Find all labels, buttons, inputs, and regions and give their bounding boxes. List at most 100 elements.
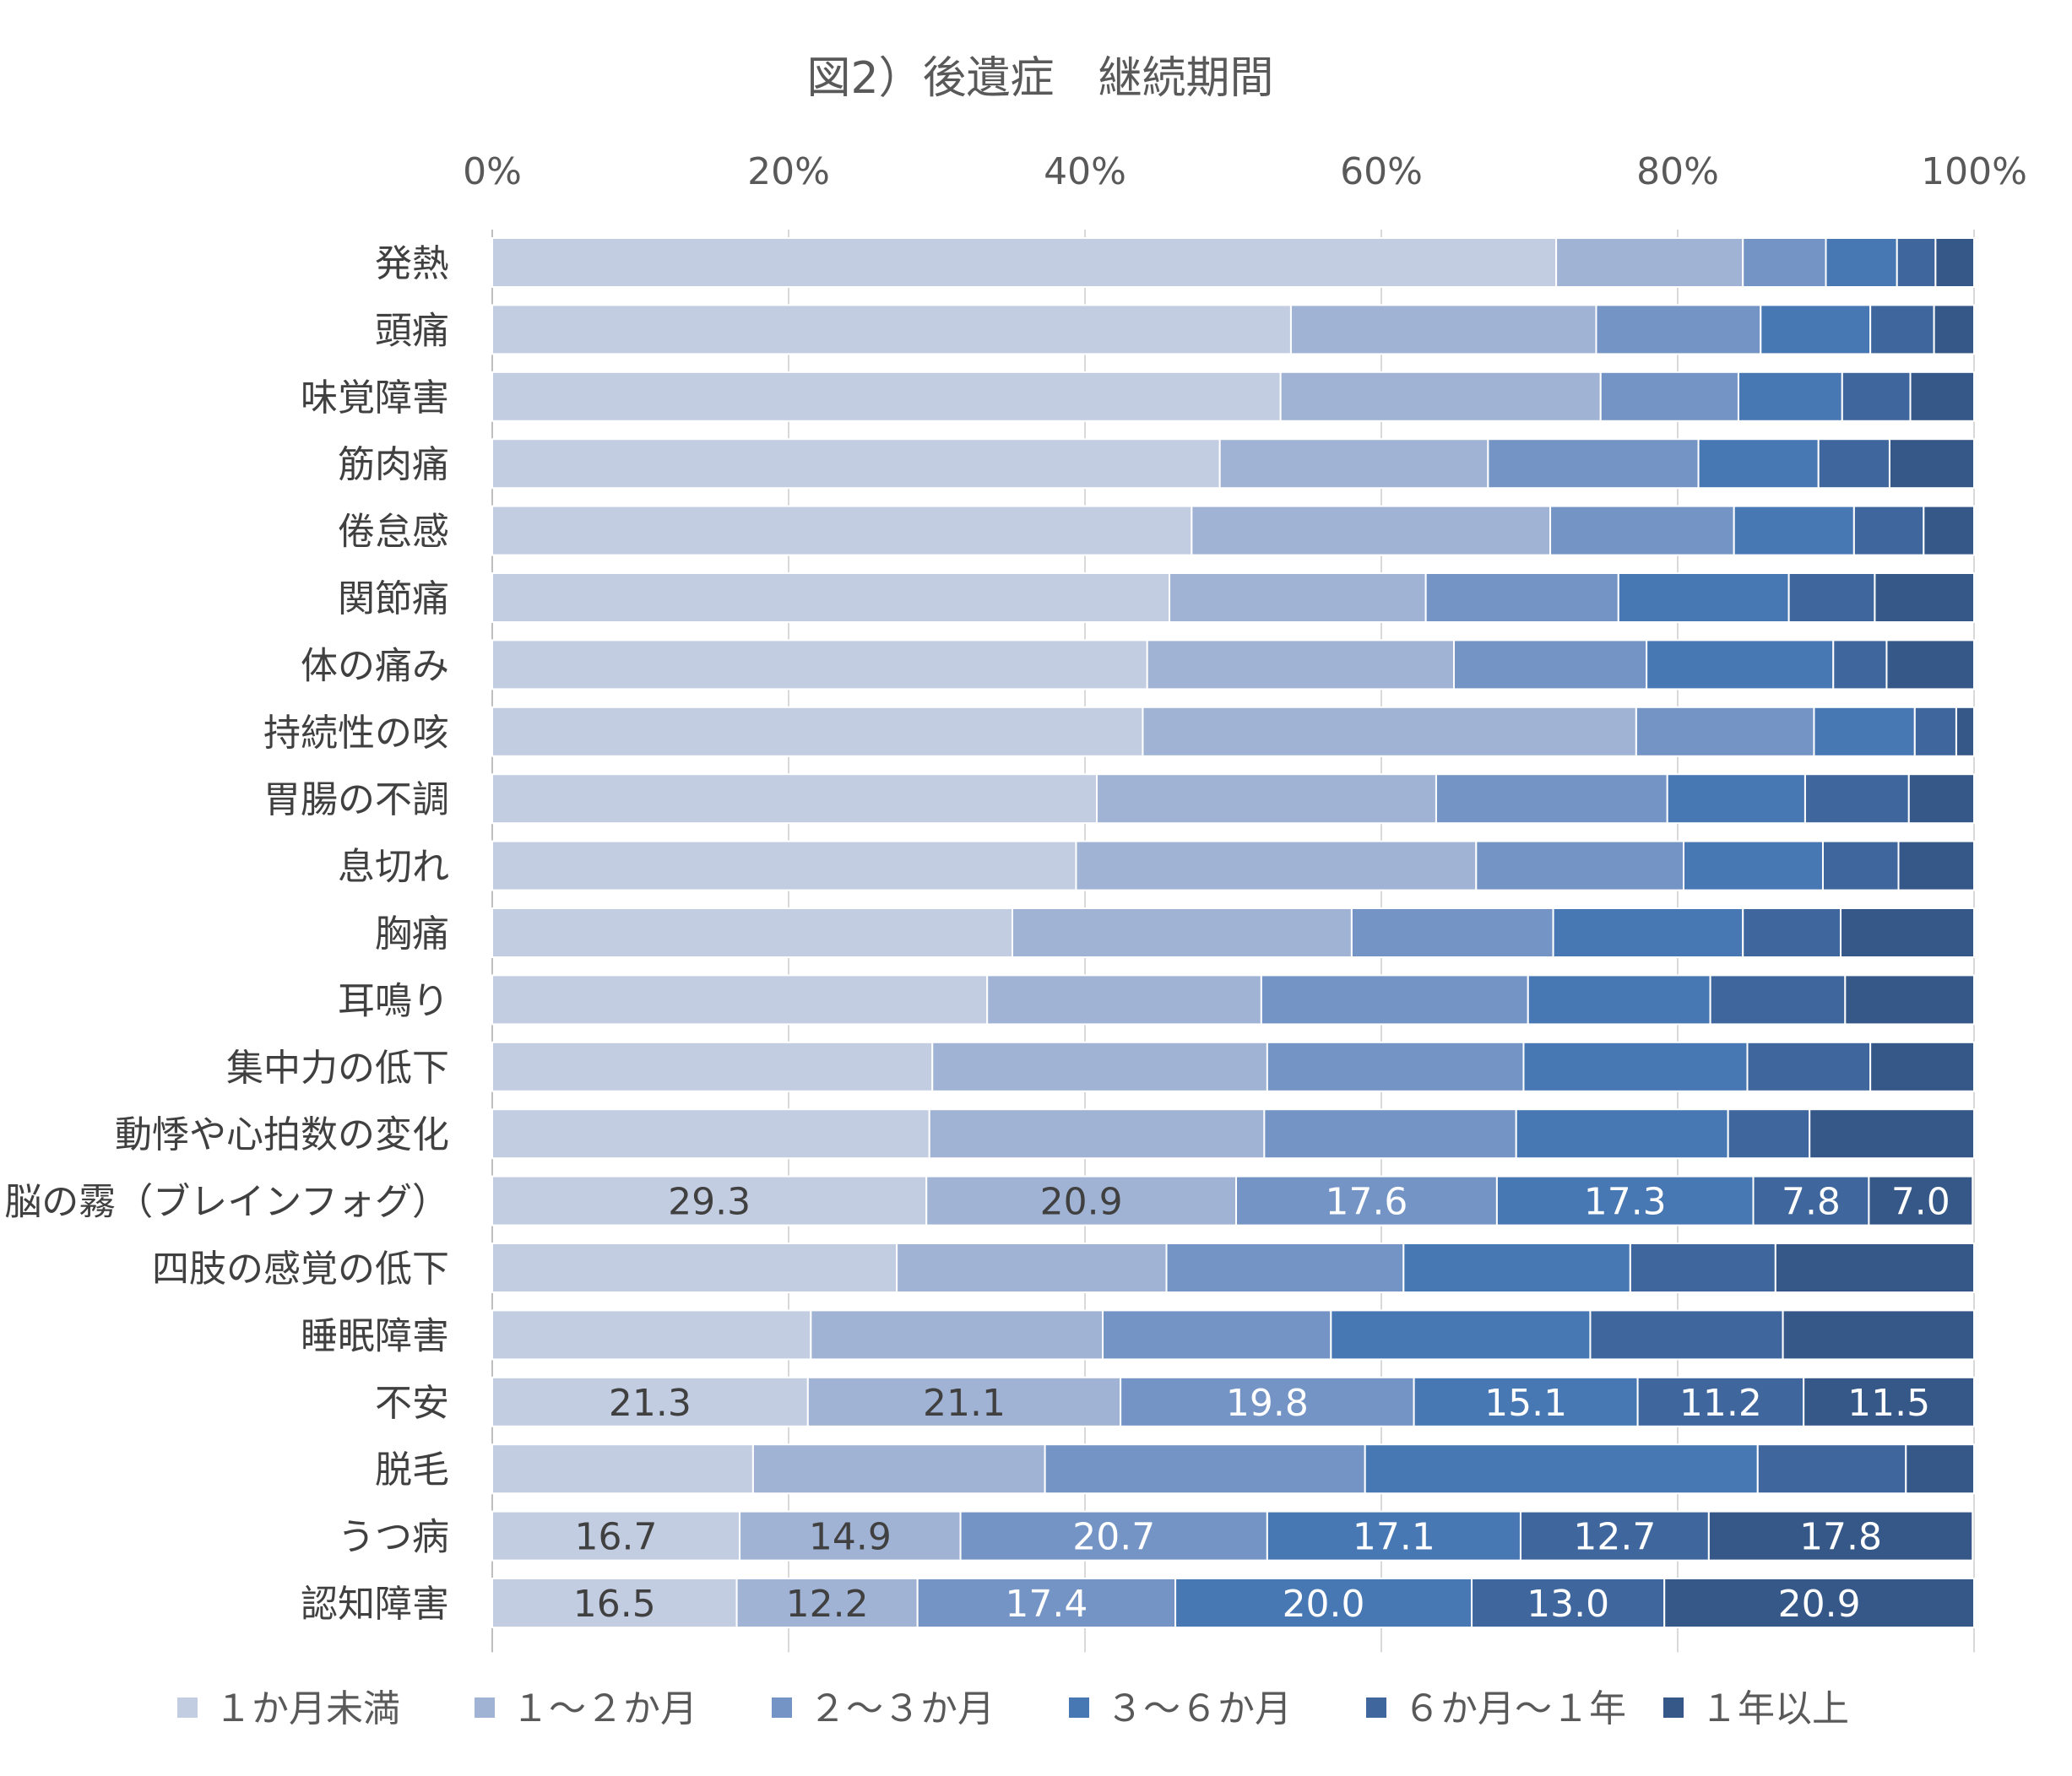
bar-segment [491, 1510, 741, 1562]
bar-segment [1923, 505, 1976, 556]
bar-segment [959, 1510, 1268, 1562]
bar-segment [1235, 1175, 1498, 1226]
bar-segment [1817, 438, 1890, 490]
bar-segment [1852, 505, 1925, 556]
legend-swatch [475, 1697, 495, 1718]
bar-segment [1896, 237, 1937, 288]
bar-segment [1174, 1578, 1473, 1628]
bar-segment [1756, 1443, 1907, 1495]
data-label: 17.8 [1799, 1516, 1882, 1559]
bar-segment [1617, 572, 1790, 623]
data-label: 14.9 [809, 1516, 892, 1559]
legend-label: １年以上 [1700, 1687, 1849, 1730]
bar-segment [1263, 1108, 1517, 1160]
bar-segment [491, 438, 1221, 490]
bar-segment [491, 1578, 738, 1628]
bar-segment [1787, 572, 1876, 623]
bar-segment [1522, 1041, 1749, 1092]
bar-segment [1096, 773, 1437, 825]
bar-segment [491, 1108, 930, 1160]
bar-segment [1142, 706, 1637, 757]
bar-segment [1841, 371, 1912, 422]
category-label: 体の痛み [301, 644, 449, 687]
category-label: 睡眠障害 [301, 1314, 449, 1357]
bar-segment [1813, 706, 1916, 757]
data-label: 17.6 [1325, 1181, 1408, 1224]
x-axis-ticks: 0% 20% 40% 60% 80% 100% [463, 150, 2027, 193]
bar-segment [986, 974, 1262, 1026]
bar-segment [1279, 371, 1602, 422]
data-label: 12.7 [1573, 1516, 1656, 1559]
category-label: 脳の霧（ブレインフォグ） [4, 1181, 449, 1224]
bar-segment [925, 1175, 1238, 1226]
bar-segment [1102, 1309, 1332, 1361]
bar-segment [491, 974, 989, 1026]
bar-segment [1888, 438, 1976, 490]
bar-segment [1549, 505, 1735, 556]
bar-segment [1555, 237, 1744, 288]
bar-segment [1840, 907, 1976, 958]
data-label: 17.3 [1584, 1181, 1667, 1224]
bar-segment [1907, 773, 1976, 825]
bar-segment [1646, 639, 1835, 690]
bar-segment [1752, 1175, 1870, 1226]
bar-segment [1595, 304, 1762, 355]
bar-segment [1424, 572, 1619, 623]
legend-label: ２～３か月 [809, 1687, 995, 1730]
bar-segment [1589, 1309, 1784, 1361]
data-label: 20.7 [1072, 1516, 1155, 1559]
category-label: 認知障害 [301, 1583, 449, 1626]
bar-segment [1803, 1376, 1976, 1427]
x-tick-label: 100% [1921, 150, 2027, 193]
bar-segment [1519, 1510, 1710, 1562]
data-label: 21.1 [923, 1382, 1006, 1425]
data-label: 29.3 [668, 1181, 751, 1224]
x-tick-label: 60% [1340, 150, 1423, 193]
x-tick-label: 20% [747, 150, 830, 193]
bar-segment [1663, 1578, 1975, 1628]
legend-swatch [1366, 1697, 1386, 1718]
data-label: 11.5 [1847, 1382, 1930, 1425]
bar-segment [1737, 371, 1843, 422]
category-label: うつ病 [338, 1516, 449, 1559]
bar-segment [1804, 773, 1910, 825]
bar-segment [1364, 1443, 1759, 1495]
bar-segment [1782, 1309, 1975, 1361]
data-label: 17.1 [1353, 1516, 1435, 1559]
bar-segment [1435, 773, 1668, 825]
chart-title: 図2）後遺症 継続期間 [806, 53, 1273, 104]
bar-segment [1120, 1376, 1415, 1427]
bar-segment [1905, 1443, 1976, 1495]
bar-segment [1844, 974, 1975, 1026]
bar-segment [928, 1108, 1266, 1160]
category-label: 脱毛 [375, 1448, 449, 1492]
category-label: 耳鳴り [338, 979, 449, 1022]
bar-segment [1742, 907, 1842, 958]
bar-segment [1821, 840, 1900, 891]
bar-segment [491, 840, 1077, 891]
bar-segment [1697, 438, 1820, 490]
data-label: 13.0 [1527, 1583, 1609, 1626]
data-label: 12.2 [786, 1583, 869, 1626]
bar-segment [1666, 773, 1806, 825]
bar-segment [1218, 438, 1489, 490]
x-tick-label: 40% [1044, 150, 1126, 193]
bar-segment [739, 1510, 962, 1562]
bar-segment [491, 1243, 898, 1293]
bar-segment [491, 1175, 928, 1226]
bar-segment [1885, 639, 1976, 690]
category-label: 筋肉痛 [338, 443, 449, 486]
bar-segment [1897, 840, 1976, 891]
bar-segment [1075, 840, 1478, 891]
legend-label: １～２か月 [512, 1687, 697, 1730]
data-label: 16.5 [573, 1583, 656, 1626]
bar-segment [1933, 304, 1975, 355]
bar-segment [491, 572, 1171, 623]
bar-segment [1934, 237, 1976, 288]
bar-segment [1165, 1243, 1405, 1293]
bar-segment [1475, 840, 1685, 891]
data-label: 21.3 [609, 1382, 692, 1425]
category-label: 不安 [375, 1382, 449, 1425]
category-label: 動悸や心拍数の変化 [115, 1113, 449, 1156]
x-tick-label: 80% [1636, 150, 1719, 193]
